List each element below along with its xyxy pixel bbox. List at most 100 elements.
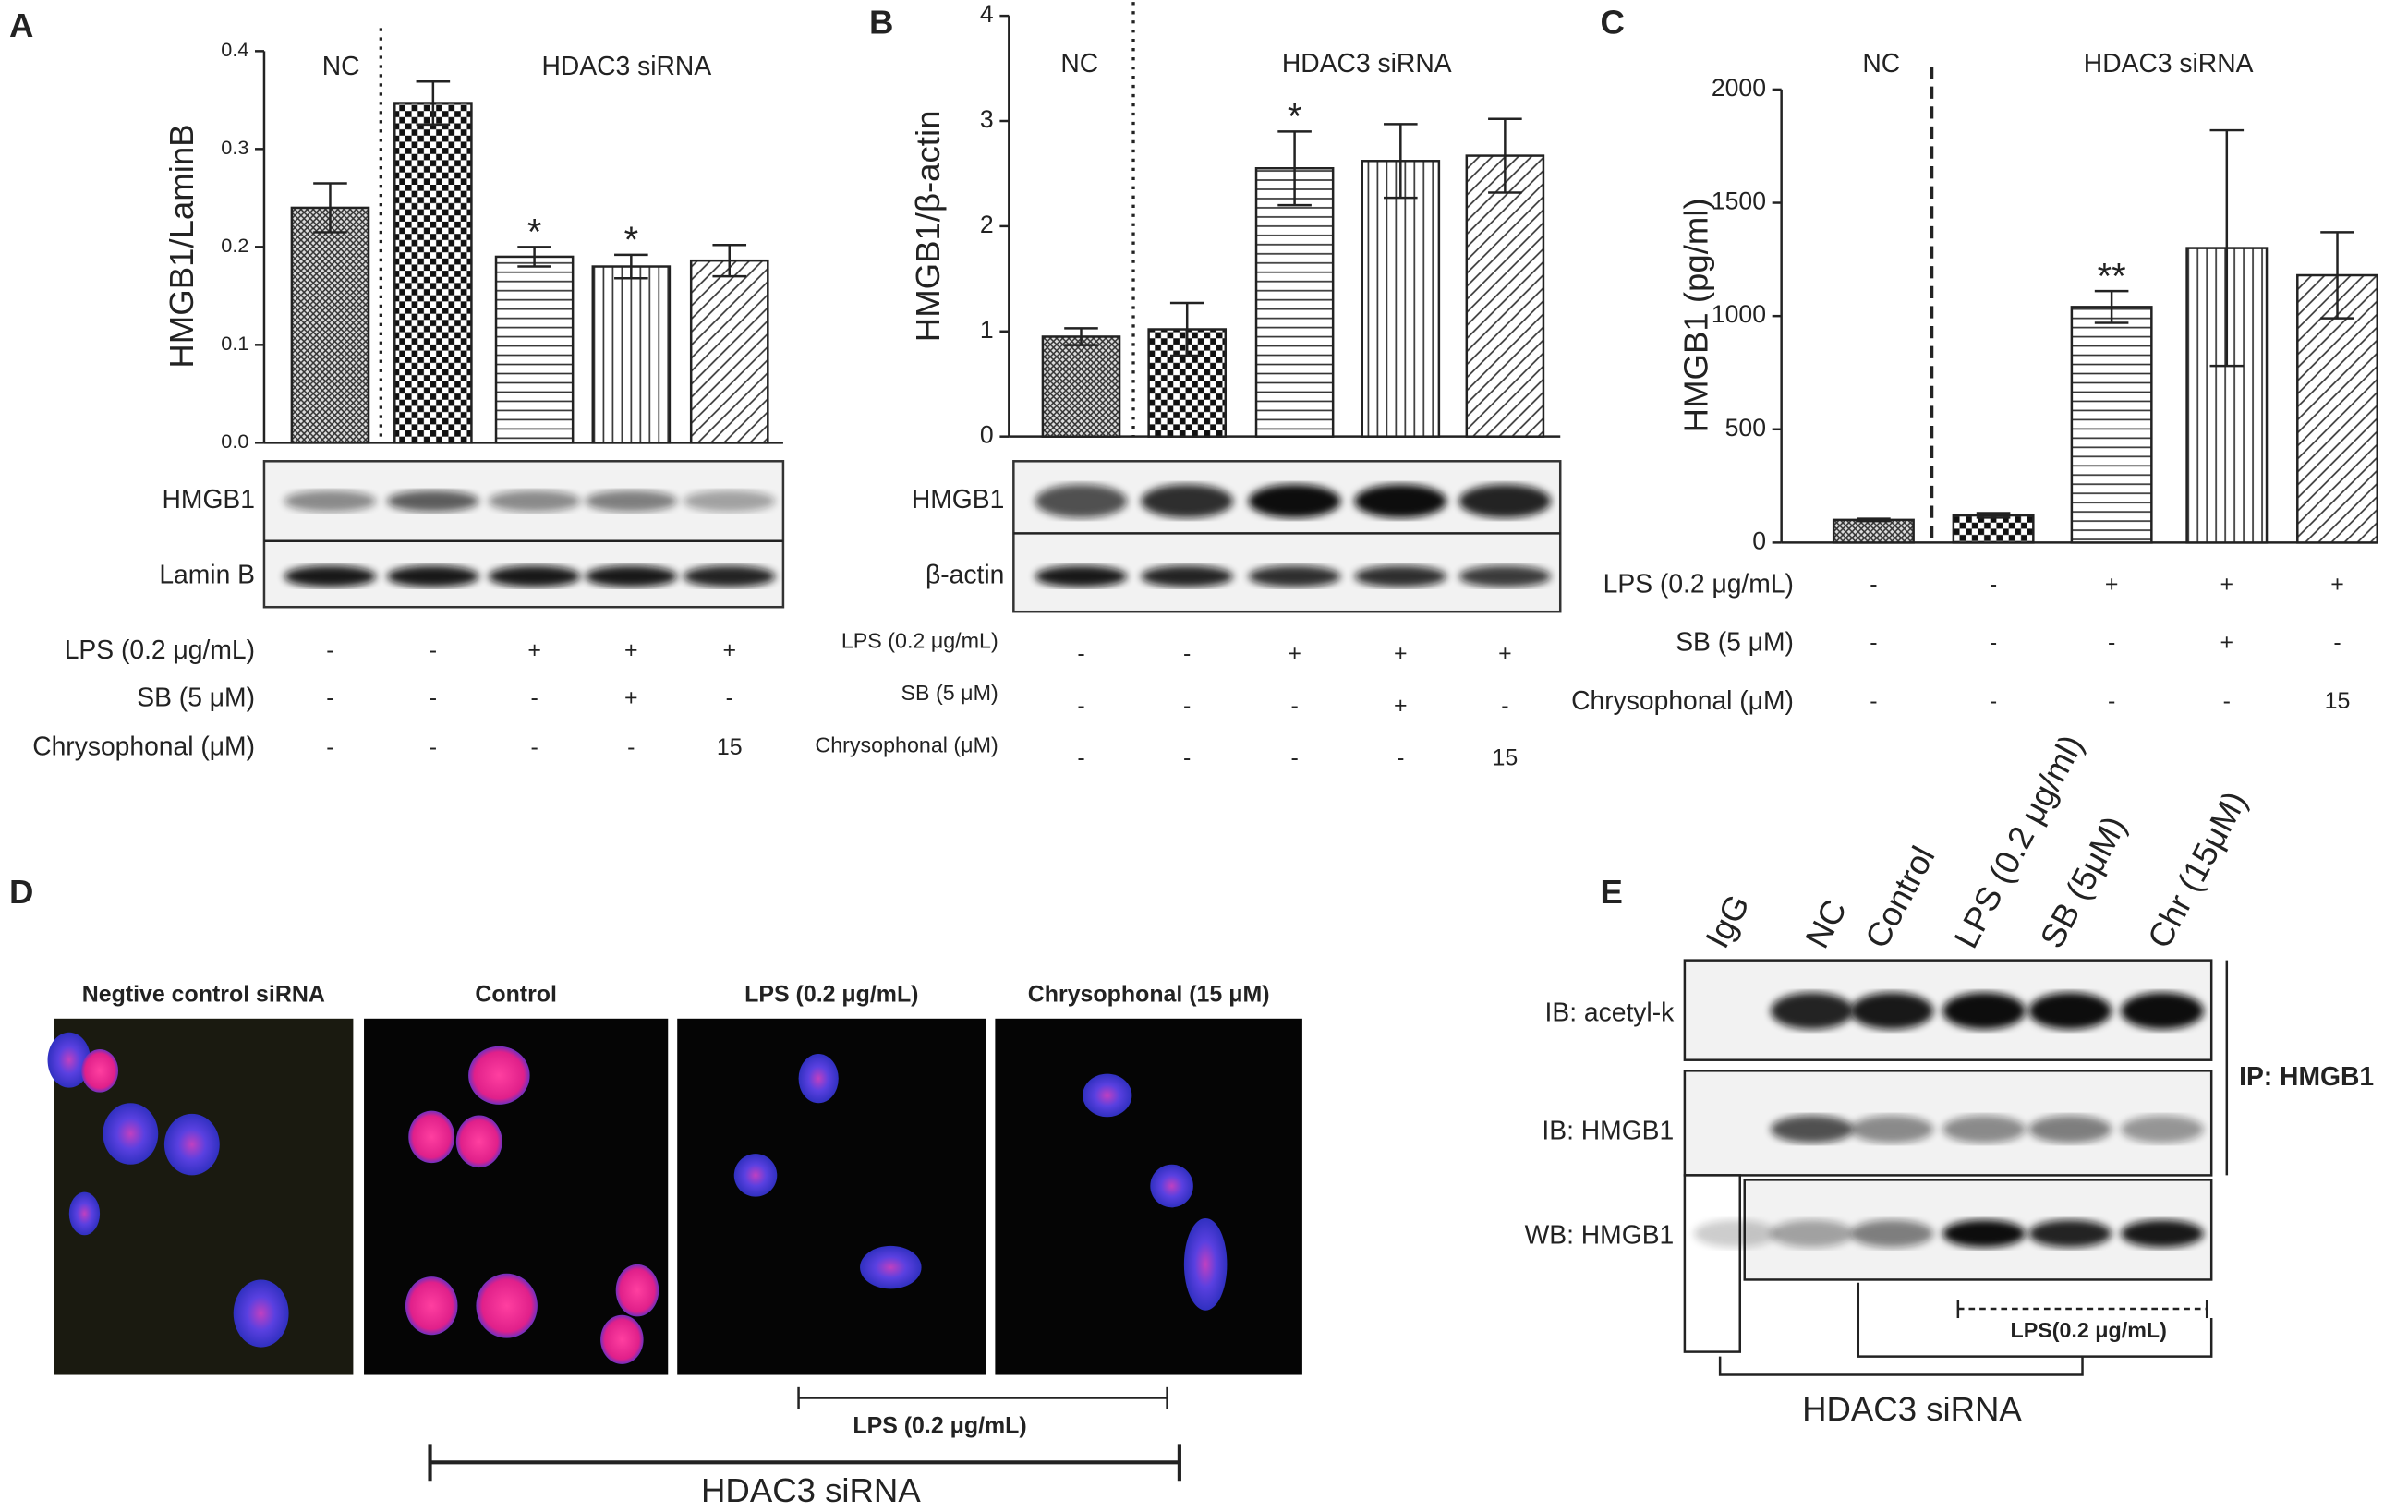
treatment-value: - <box>326 734 333 760</box>
nucleus <box>476 1273 538 1338</box>
bar <box>1465 154 1545 438</box>
blot-band <box>2121 1115 2204 1143</box>
treatment-label: SB (5 μM) <box>901 681 998 705</box>
treatment-value: 15 <box>1493 744 1519 770</box>
treatment-value: - <box>1990 572 1997 598</box>
y-tick-label: 3 <box>980 105 994 133</box>
group-label: HDAC3 siRNA <box>2084 48 2254 78</box>
micrograph-title: Negtive control siRNA <box>82 981 325 1007</box>
y-tick-label: 0.4 <box>221 38 248 61</box>
panel-label: D <box>9 873 33 911</box>
treatment-value: - <box>1077 693 1084 719</box>
bar <box>1361 160 1441 438</box>
nucleus <box>733 1154 778 1197</box>
nucleus <box>1183 1217 1228 1311</box>
nucleus <box>81 1049 119 1093</box>
treatment-value: - <box>1990 688 1997 714</box>
ip-label: IP: HMGB1 <box>2239 1061 2374 1091</box>
significance-mark: ** <box>2098 256 2126 296</box>
blot-band <box>683 490 776 513</box>
treatment-value: + <box>2220 572 2234 598</box>
micrograph <box>995 1018 1302 1375</box>
treatment-value: - <box>326 637 333 663</box>
y-tick-label: 1000 <box>1712 300 1766 328</box>
treatment-value: - <box>1870 572 1877 598</box>
nucleus <box>455 1115 502 1168</box>
treatment-value: - <box>726 685 733 711</box>
blot-band <box>284 565 377 587</box>
bar <box>1254 167 1335 438</box>
blot-band <box>1141 484 1234 518</box>
y-tick-label: 2 <box>980 211 994 238</box>
treatment-label: SB (5 μM) <box>137 682 255 711</box>
y-tick-label: 0 <box>980 421 994 449</box>
blot-band <box>386 565 479 587</box>
nucleus <box>68 1191 101 1236</box>
treatment-value: - <box>1183 744 1191 770</box>
treatment-value: - <box>2333 630 2341 656</box>
panel-label: C <box>1600 4 1624 42</box>
nucleus <box>600 1314 644 1364</box>
nucleus <box>615 1264 659 1317</box>
nucleus <box>1083 1073 1132 1118</box>
nucleus <box>163 1113 220 1176</box>
nucleus <box>1150 1164 1193 1208</box>
blot-band <box>1771 1115 1854 1143</box>
nucleus <box>47 1032 91 1088</box>
nucleus <box>103 1103 159 1165</box>
blot-band <box>1850 1219 1934 1248</box>
bar <box>1041 335 1121 438</box>
micrograph-title: LPS (0.2 μg/mL) <box>744 981 918 1007</box>
bar <box>290 206 370 444</box>
row-label: WB: HMGB1 <box>1525 1219 1675 1249</box>
bracket-label: LPS(0.2 μg/mL) <box>2010 1318 2166 1342</box>
blot-band <box>585 565 678 587</box>
nucleus <box>860 1245 922 1289</box>
blot-band <box>1942 1115 2027 1143</box>
treatment-value: + <box>1288 640 1301 666</box>
y-tick-label: 0.1 <box>221 332 248 355</box>
y-axis-label: HMGB1/LaminB <box>163 124 200 368</box>
treatment-value: + <box>624 685 638 711</box>
group-label: HDAC3 siRNA <box>542 51 712 80</box>
treatment-value: - <box>326 685 333 711</box>
blot-frame <box>1683 1174 1742 1353</box>
treatment-value: - <box>1501 693 1508 719</box>
nucleus <box>408 1110 455 1164</box>
blot-band <box>1693 1219 1777 1248</box>
panel-label: E <box>1600 873 1622 911</box>
panel-label: A <box>9 6 33 44</box>
treatment-label: Chrysophonal (μM) <box>1571 685 1794 715</box>
treatment-value: - <box>1870 688 1877 714</box>
bar <box>393 102 473 444</box>
treatment-value: - <box>1870 630 1877 656</box>
significance-mark: * <box>1288 97 1302 138</box>
blot-band <box>1771 1219 1854 1248</box>
y-tick-label: 2000 <box>1712 74 1766 102</box>
treatment-value: + <box>1498 640 1512 666</box>
blot-band <box>1850 992 1934 1030</box>
blot-label: HMGB1 <box>163 484 255 514</box>
blot-band <box>2121 1219 2204 1248</box>
treatment-value: + <box>624 637 638 663</box>
blot-band <box>585 490 678 513</box>
bar <box>2070 306 2153 544</box>
y-axis-label: HMGB1 (pg/ml) <box>1677 198 1715 432</box>
nucleus <box>468 1046 530 1105</box>
row-label: IB: HMGB1 <box>1542 1115 1674 1144</box>
treatment-value: - <box>430 685 437 711</box>
treatment-label: LPS (0.2 μg/mL) <box>1603 568 1794 598</box>
bracket-label: LPS (0.2 μg/mL) <box>853 1413 1026 1439</box>
significance-mark: * <box>527 212 542 253</box>
treatment-value: + <box>527 637 541 663</box>
group-label: HDAC3 siRNA <box>1282 48 1452 78</box>
y-tick-label: 4 <box>980 0 994 28</box>
blot-band <box>683 565 776 587</box>
treatment-value: - <box>530 734 538 760</box>
significance-mark: * <box>624 220 639 260</box>
treatment-value: - <box>530 685 538 711</box>
y-tick-label: 0 <box>1752 526 1766 554</box>
treatment-label: Chrysophonal (μM) <box>32 732 255 761</box>
treatment-value: - <box>1077 744 1084 770</box>
treatment-value: - <box>1990 630 1997 656</box>
